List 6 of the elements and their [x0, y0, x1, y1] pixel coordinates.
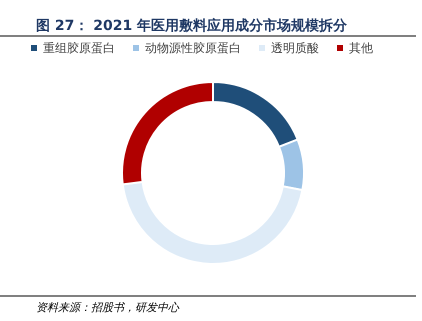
title: 图 27： 2021 年医用敷料应用成分市场规模拆分: [36, 18, 348, 34]
legend-label: 动物源性胶原蛋白: [145, 41, 241, 55]
legend-label: 其他: [349, 41, 373, 55]
legend-label: 透明质酸: [271, 41, 319, 55]
legend-label: 重组胶原蛋白: [43, 41, 115, 55]
annotation: 资料来源：招股书，研发中心: [36, 301, 179, 314]
